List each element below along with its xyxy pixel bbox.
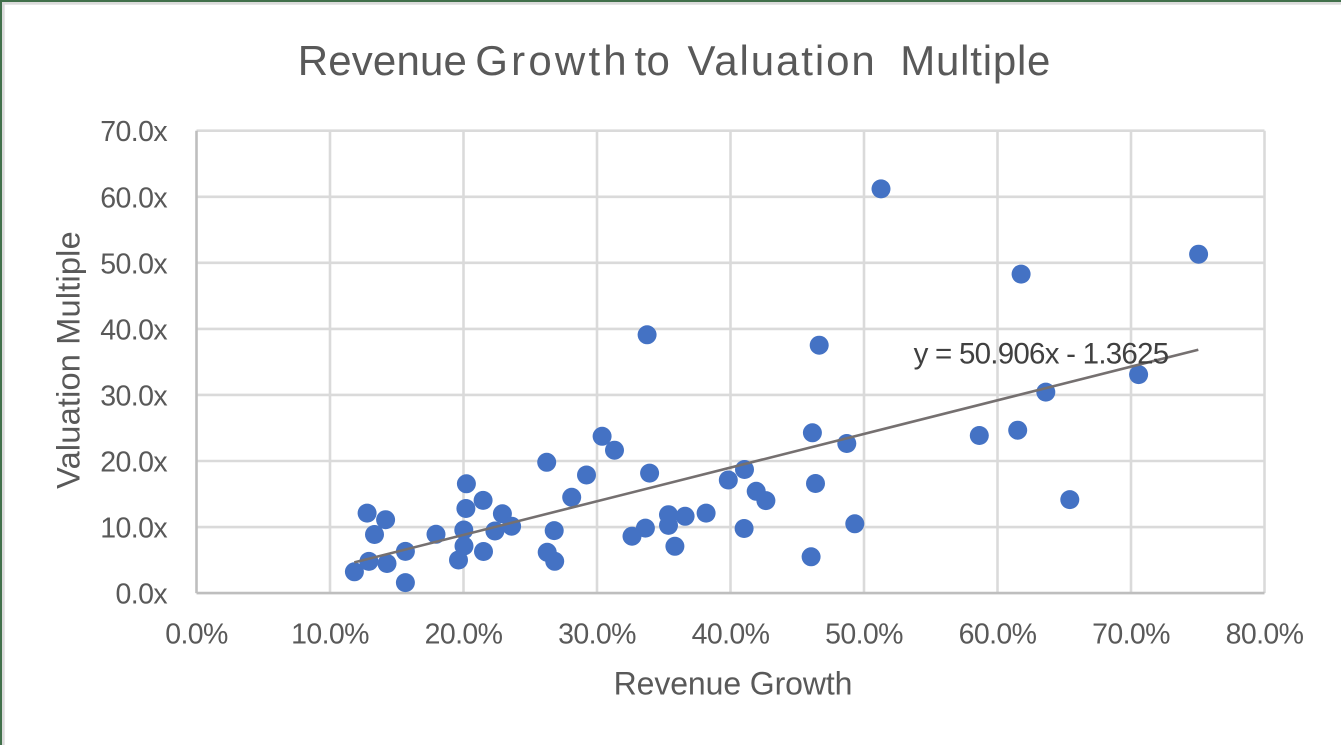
svg-text:50.0x: 50.0x	[100, 248, 167, 280]
svg-text:60.0%: 60.0%	[959, 619, 1037, 651]
svg-text:70.0x: 70.0x	[100, 116, 167, 148]
svg-text:Revenue: Revenue	[298, 37, 467, 84]
svg-text:Valuation Multiple: Valuation Multiple	[51, 231, 87, 489]
svg-text:70.0%: 70.0%	[1092, 619, 1170, 651]
svg-text:30.0%: 30.0%	[558, 619, 636, 651]
svg-text:10.0%: 10.0%	[291, 619, 369, 651]
svg-text:60.0x: 60.0x	[100, 182, 167, 214]
svg-text:Growth: Growth	[475, 37, 630, 84]
svg-text:20.0%: 20.0%	[425, 619, 503, 651]
svg-text:80.0%: 80.0%	[1226, 619, 1304, 651]
svg-text:Valuation: Valuation	[688, 37, 877, 84]
svg-text:Multiple: Multiple	[900, 37, 1051, 84]
svg-text:to: to	[635, 37, 671, 84]
svg-text:50.0%: 50.0%	[825, 619, 903, 651]
svg-text:10.0x: 10.0x	[100, 513, 167, 545]
svg-text:30.0x: 30.0x	[100, 380, 167, 412]
svg-text:40.0%: 40.0%	[692, 619, 770, 651]
svg-text:y = 50.906x - 1.3625: y = 50.906x - 1.3625	[914, 337, 1169, 370]
svg-text:40.0x: 40.0x	[100, 314, 167, 346]
svg-text:0.0%: 0.0%	[165, 619, 228, 651]
svg-text:0.0x: 0.0x	[116, 579, 168, 611]
svg-text:20.0x: 20.0x	[100, 447, 167, 479]
svg-text:Revenue Growth: Revenue Growth	[614, 666, 853, 702]
